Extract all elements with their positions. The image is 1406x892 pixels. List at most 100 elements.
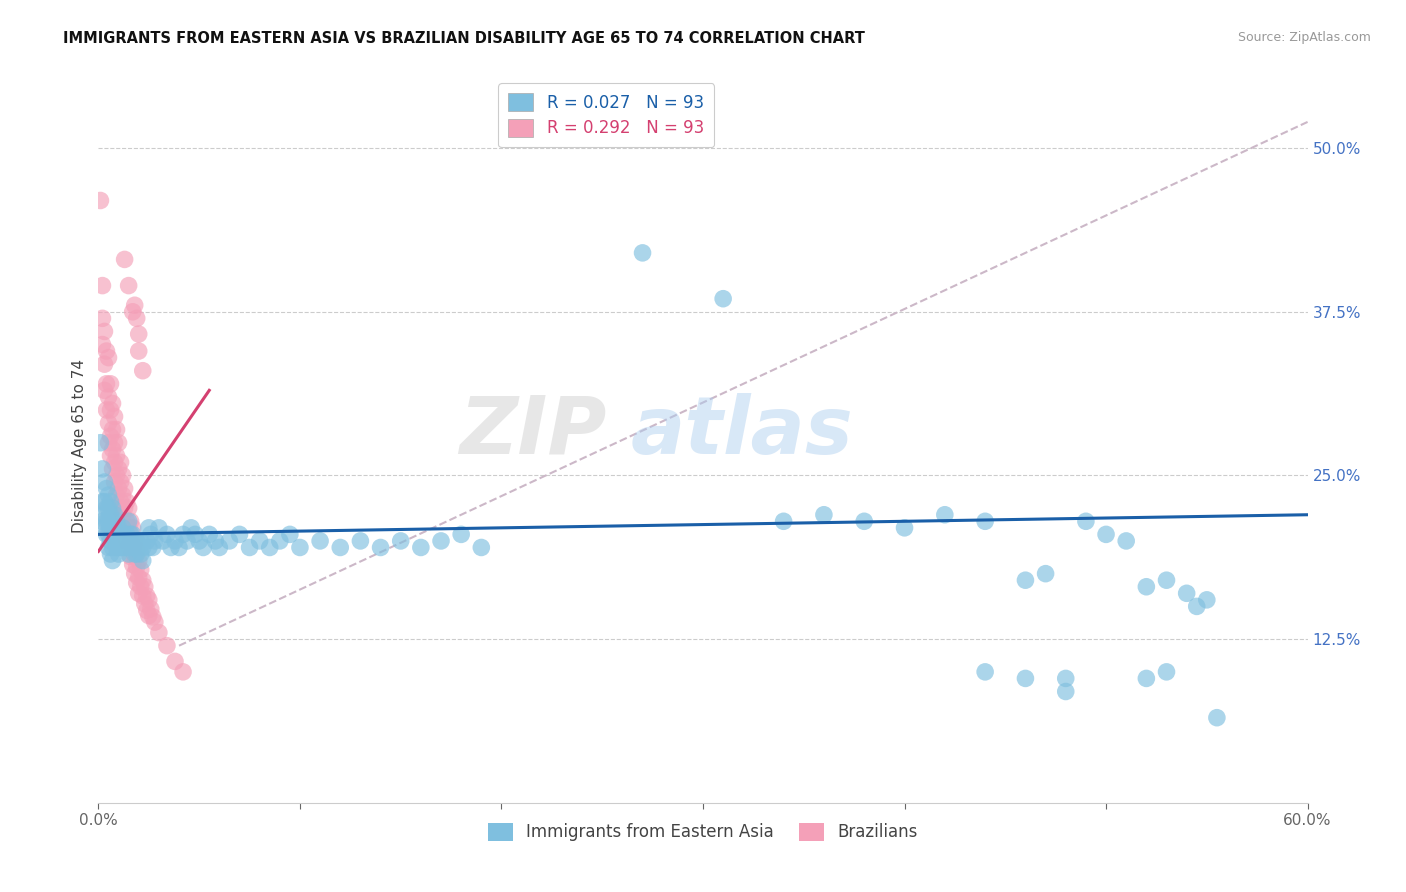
- Point: [249, 533, 271, 548]
- Point: [193, 541, 215, 555]
- Point: [893, 521, 915, 535]
- Point: [110, 455, 132, 469]
- Point: [1135, 672, 1157, 686]
- Point: [91, 462, 114, 476]
- Point: [115, 514, 138, 528]
- Point: [100, 429, 122, 443]
- Point: [132, 541, 155, 555]
- Point: [114, 521, 136, 535]
- Point: [105, 514, 128, 528]
- Point: [172, 665, 194, 679]
- Point: [143, 533, 166, 548]
- Point: [114, 501, 136, 516]
- Point: [176, 533, 198, 548]
- Point: [96, 403, 118, 417]
- Point: [114, 252, 136, 267]
- Point: [93, 384, 115, 398]
- Point: [121, 558, 143, 572]
- Point: [129, 533, 152, 548]
- Point: [163, 533, 186, 548]
- Point: [132, 573, 155, 587]
- Point: [110, 494, 132, 508]
- Point: [711, 292, 734, 306]
- Point: [156, 639, 179, 653]
- Point: [118, 533, 141, 548]
- Point: [115, 527, 138, 541]
- Point: [118, 501, 141, 516]
- Point: [103, 435, 125, 450]
- Point: [110, 527, 132, 541]
- Point: [93, 521, 115, 535]
- Point: [105, 423, 128, 437]
- Point: [101, 462, 124, 476]
- Point: [389, 533, 412, 548]
- Point: [118, 521, 141, 535]
- Point: [142, 541, 165, 555]
- Point: [89, 435, 111, 450]
- Point: [138, 592, 160, 607]
- Point: [107, 547, 129, 561]
- Point: [120, 541, 142, 555]
- Point: [101, 527, 124, 541]
- Point: [430, 533, 453, 548]
- Point: [1115, 533, 1137, 548]
- Point: [110, 541, 132, 555]
- Point: [118, 541, 141, 555]
- Point: [114, 541, 136, 555]
- Point: [93, 357, 115, 371]
- Point: [135, 603, 157, 617]
- Point: [107, 533, 129, 548]
- Point: [288, 541, 311, 555]
- Point: [124, 566, 146, 581]
- Point: [105, 527, 128, 541]
- Point: [1175, 586, 1198, 600]
- Point: [1035, 566, 1057, 581]
- Point: [103, 521, 125, 535]
- Point: [1206, 711, 1229, 725]
- Point: [172, 527, 194, 541]
- Point: [148, 521, 170, 535]
- Point: [103, 455, 125, 469]
- Point: [139, 602, 162, 616]
- Point: [96, 527, 118, 541]
- Point: [124, 547, 146, 561]
- Point: [128, 553, 150, 567]
- Point: [101, 501, 124, 516]
- Point: [107, 462, 129, 476]
- Point: [115, 533, 138, 548]
- Point: [148, 625, 170, 640]
- Point: [934, 508, 956, 522]
- Point: [121, 521, 143, 535]
- Point: [125, 547, 148, 561]
- Point: [138, 541, 160, 555]
- Point: [125, 311, 148, 326]
- Point: [1185, 599, 1208, 614]
- Point: [115, 494, 138, 508]
- Point: [1156, 573, 1178, 587]
- Point: [100, 449, 122, 463]
- Point: [129, 547, 152, 561]
- Point: [132, 364, 155, 378]
- Y-axis label: Disability Age 65 to 74: Disability Age 65 to 74: [72, 359, 87, 533]
- Point: [101, 396, 124, 410]
- Point: [135, 589, 157, 603]
- Point: [97, 488, 120, 502]
- Point: [103, 475, 125, 489]
- Point: [450, 527, 472, 541]
- Point: [1156, 665, 1178, 679]
- Point: [142, 610, 165, 624]
- Point: [111, 488, 134, 502]
- Point: [129, 563, 152, 577]
- Point: [110, 475, 132, 489]
- Point: [118, 514, 141, 528]
- Point: [121, 305, 143, 319]
- Point: [124, 549, 146, 564]
- Point: [93, 494, 115, 508]
- Point: [107, 501, 129, 516]
- Point: [370, 541, 392, 555]
- Point: [121, 541, 143, 555]
- Point: [96, 501, 118, 516]
- Point: [105, 488, 128, 502]
- Point: [100, 494, 122, 508]
- Point: [120, 527, 142, 541]
